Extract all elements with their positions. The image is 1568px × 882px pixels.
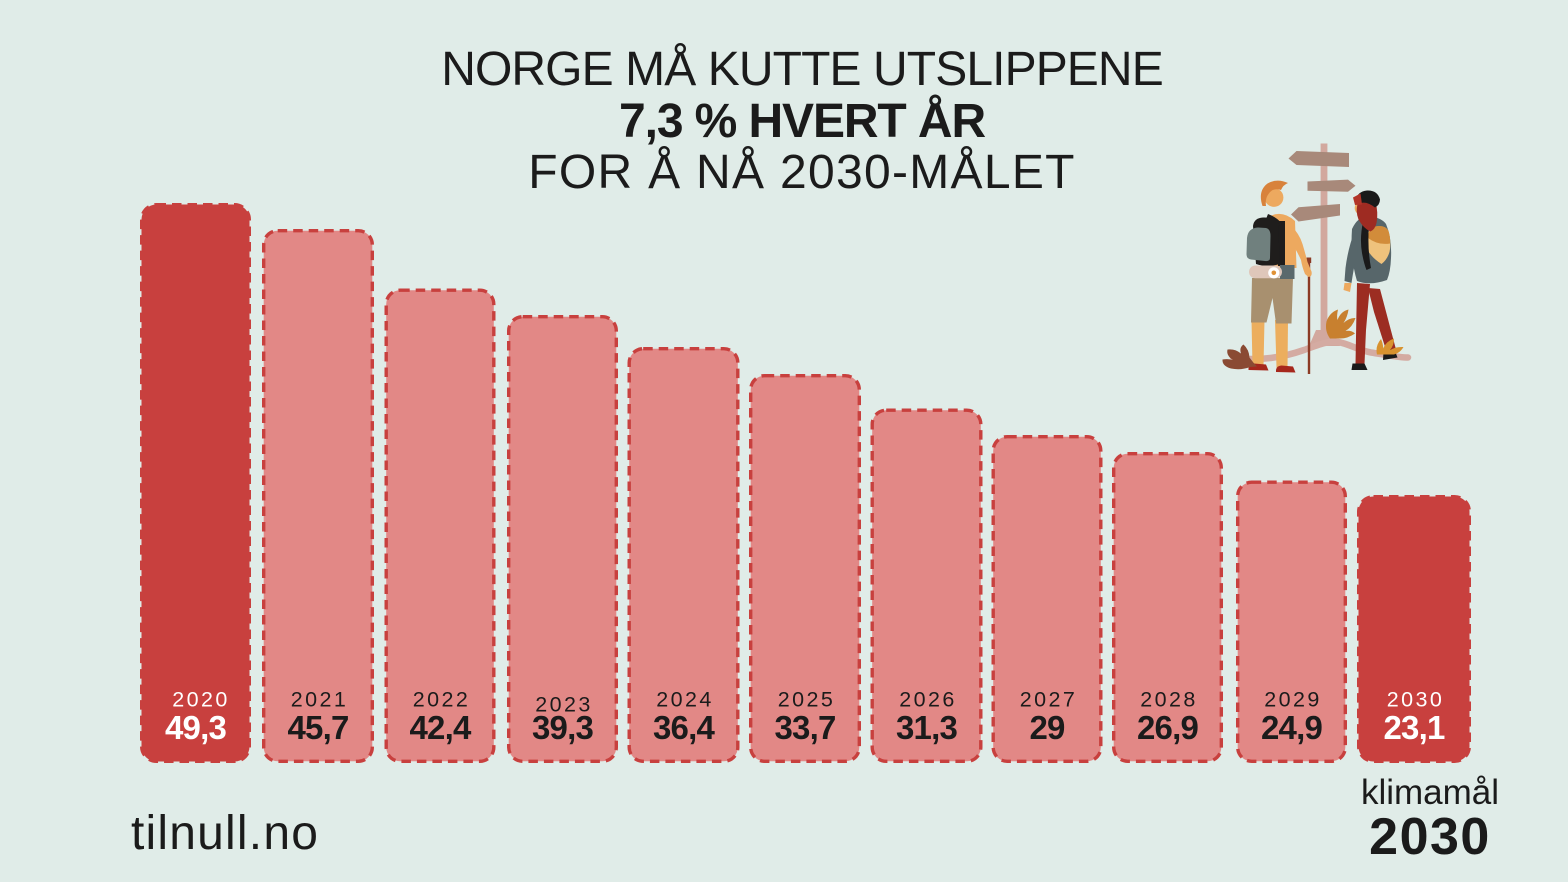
svg-text:26,9: 26,9 [1137,709,1198,746]
svg-text:2025: 2025 [778,688,835,712]
svg-text:49,3: 49,3 [165,709,226,746]
svg-text:2024: 2024 [656,688,713,712]
svg-text:2029: 2029 [1264,688,1321,712]
svg-text:2020: 2020 [172,688,229,712]
svg-text:2023: 2023 [535,692,592,716]
svg-text:45,7: 45,7 [287,709,348,746]
svg-text:23,1: 23,1 [1383,709,1444,746]
svg-text:33,7: 33,7 [774,709,835,746]
svg-text:39,3: 39,3 [532,709,593,746]
svg-text:42,4: 42,4 [409,709,471,746]
svg-text:2027: 2027 [1020,688,1077,712]
svg-text:24,9: 24,9 [1261,709,1322,746]
svg-text:2028: 2028 [1140,688,1197,712]
svg-text:2026: 2026 [899,688,956,712]
svg-text:31,3: 31,3 [896,709,957,746]
svg-text:2022: 2022 [413,688,470,712]
svg-text:2030: 2030 [1387,688,1444,712]
svg-text:36,4: 36,4 [653,709,715,746]
svg-text:29: 29 [1029,709,1065,746]
svg-text:2021: 2021 [291,688,348,712]
